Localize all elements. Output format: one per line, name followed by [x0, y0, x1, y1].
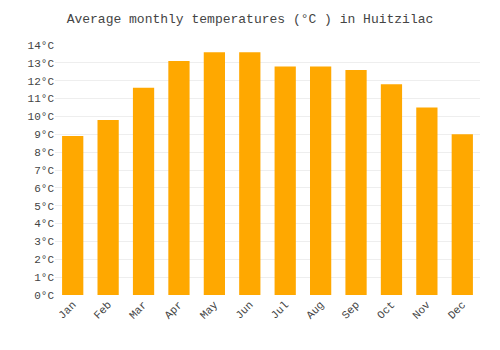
svg-text:Apr: Apr [162, 299, 184, 321]
svg-text:11°C: 11°C [28, 93, 55, 105]
svg-text:1°C: 1°C [34, 272, 54, 284]
svg-text:Jan: Jan [56, 299, 78, 321]
svg-text:Jun: Jun [233, 299, 255, 321]
svg-text:8°C: 8°C [34, 147, 54, 159]
svg-text:5°C: 5°C [34, 201, 54, 213]
svg-text:6°C: 6°C [34, 183, 54, 195]
svg-text:Aug: Aug [304, 299, 326, 321]
svg-text:Dec: Dec [446, 299, 468, 321]
svg-text:12°C: 12°C [28, 76, 55, 88]
svg-text:May: May [198, 299, 221, 322]
svg-text:7°C: 7°C [34, 165, 54, 177]
svg-text:13°C: 13°C [28, 58, 55, 70]
svg-text:10°C: 10°C [28, 111, 55, 123]
svg-text:Sep: Sep [340, 299, 362, 321]
svg-text:Jul: Jul [269, 299, 291, 321]
svg-text:9°C: 9°C [34, 129, 54, 141]
svg-text:Nov: Nov [410, 299, 433, 322]
svg-text:0°C: 0°C [34, 290, 54, 302]
svg-text:Mar: Mar [127, 299, 149, 321]
svg-text:2°C: 2°C [34, 254, 54, 266]
svg-text:Average monthly temperatures (: Average monthly temperatures (°C ) in Hu… [67, 12, 434, 27]
svg-text:4°C: 4°C [34, 218, 54, 230]
svg-text:Feb: Feb [92, 299, 114, 321]
svg-text:3°C: 3°C [34, 236, 54, 248]
svg-text:Oct: Oct [375, 299, 397, 321]
svg-text:14°C: 14°C [28, 40, 55, 52]
